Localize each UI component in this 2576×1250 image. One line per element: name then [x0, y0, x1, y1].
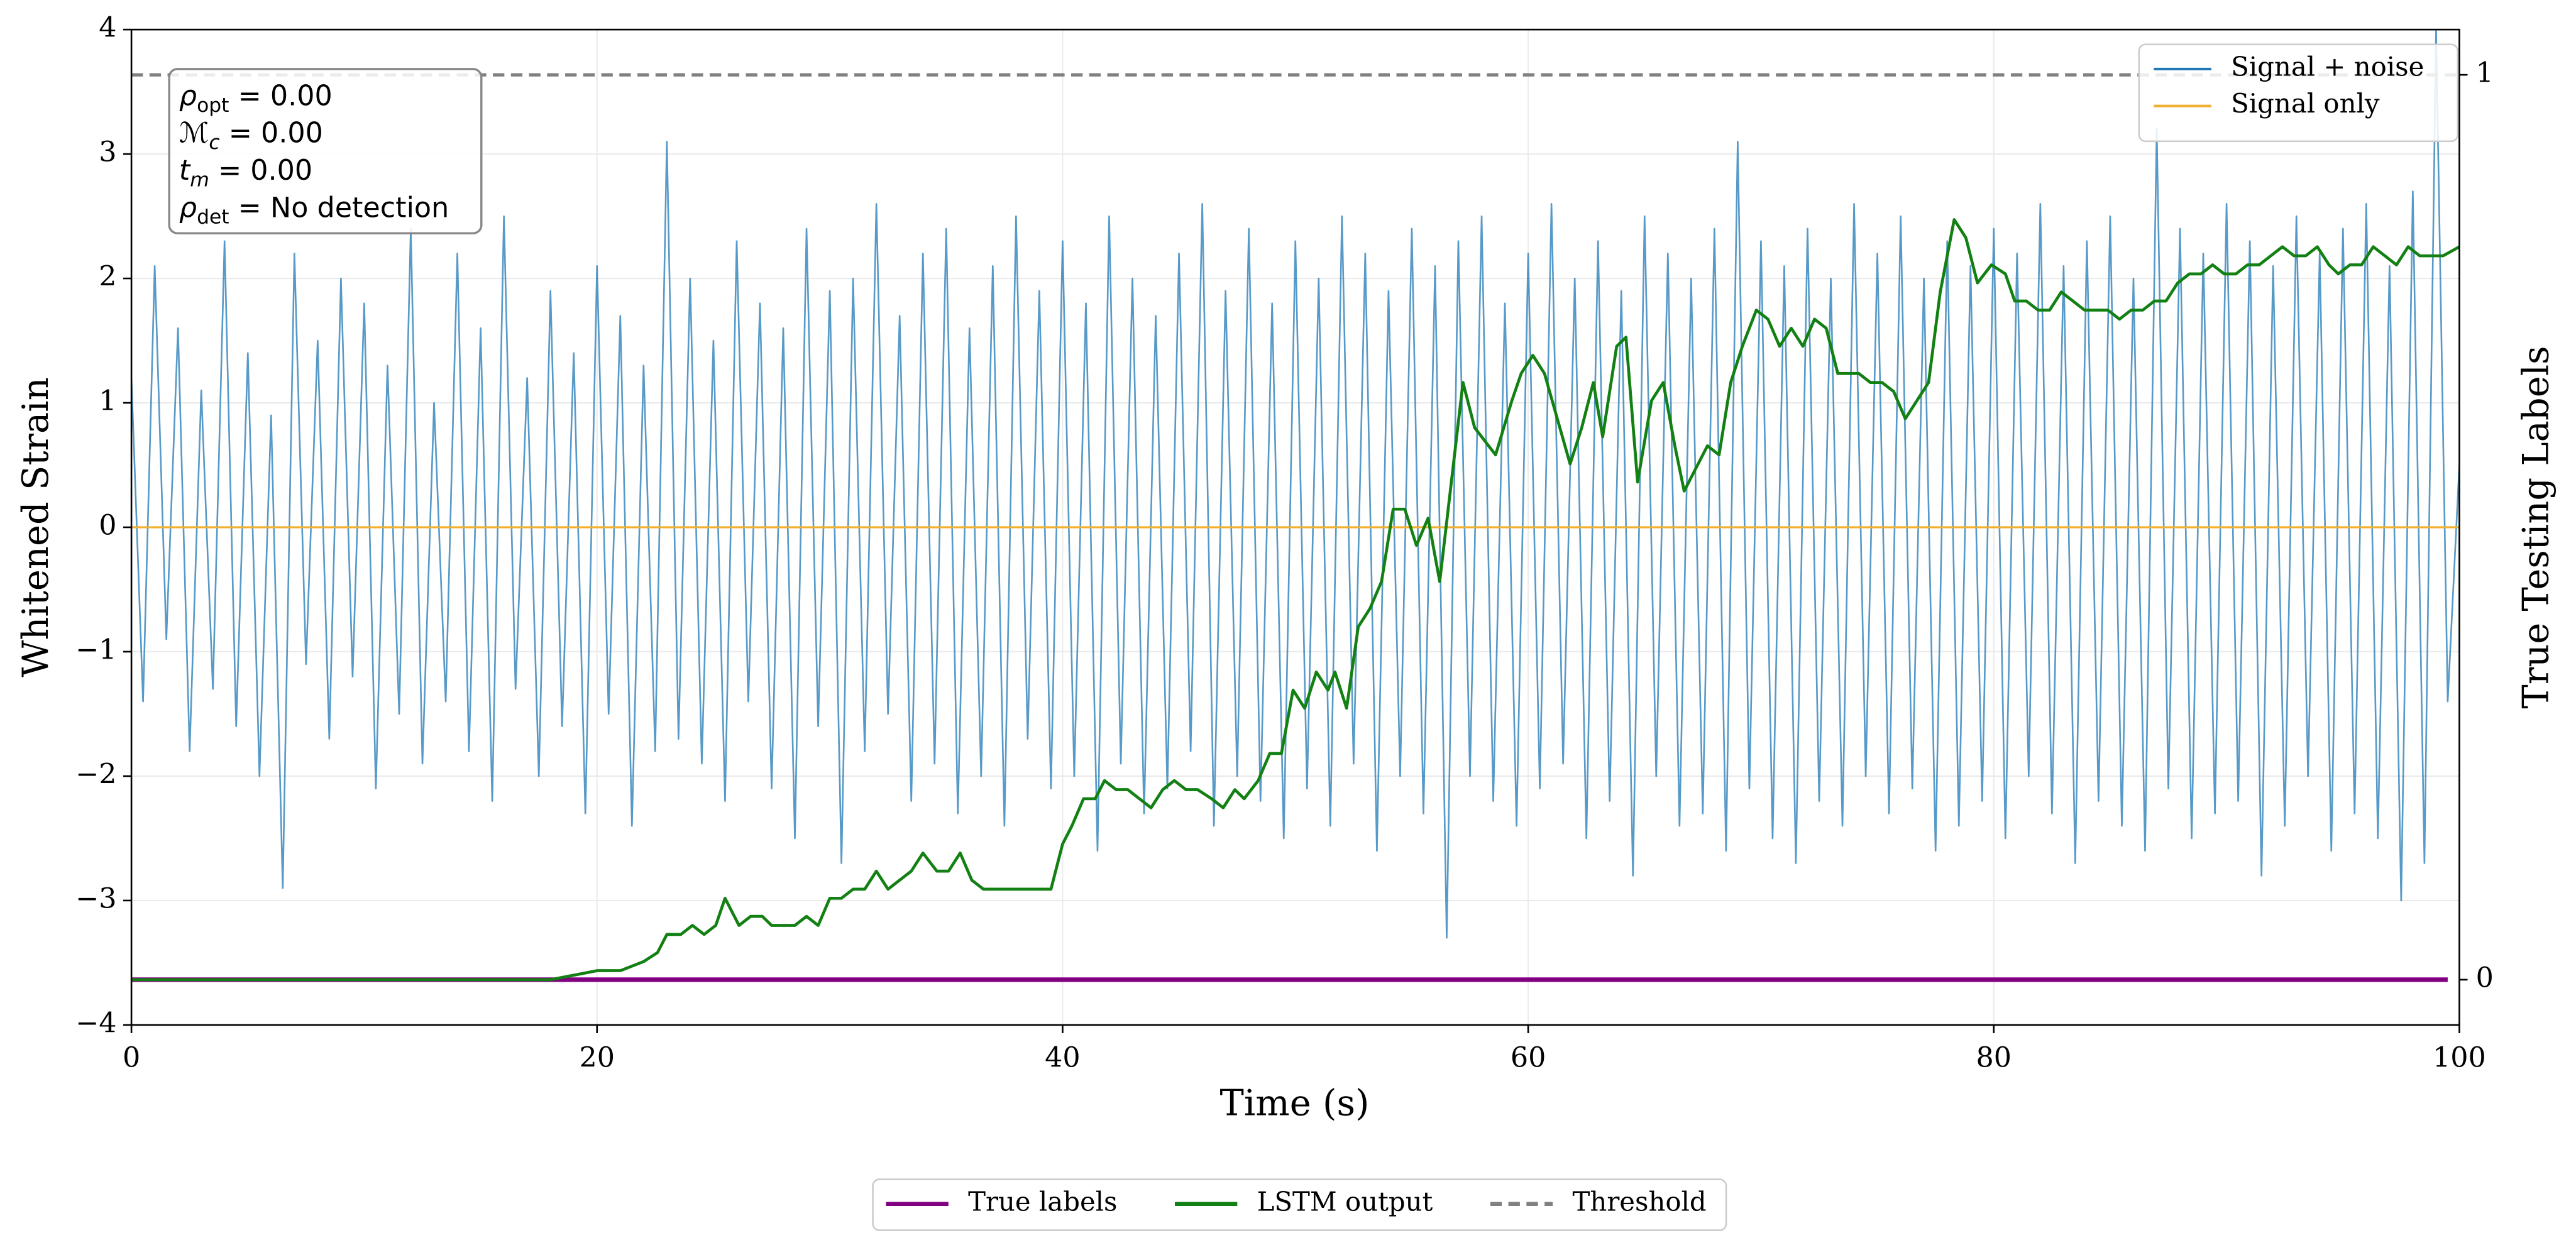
y-tick-label: 4: [99, 12, 116, 44]
annotation-symbol: ℳ: [179, 118, 209, 150]
legend-label: Threshold: [1573, 1186, 1707, 1217]
annotation-text: = 0.00: [229, 80, 332, 112]
y-tick-label: −1: [75, 633, 116, 666]
legend-frame: [2138, 43, 2459, 143]
legend: True labels LSTM output Threshold: [872, 1178, 1727, 1231]
y-tick-label: 0: [99, 509, 116, 541]
legend-label: Signal + noise: [2231, 51, 2424, 82]
x-tick-label: 80: [1976, 1041, 2012, 1073]
annotation-line: ρopt = 0.00: [179, 80, 333, 116]
annotation-line: ℳc = 0.00: [179, 118, 323, 154]
annotation-sub: det: [197, 206, 229, 229]
annotation-frame: [168, 68, 483, 234]
annotation-symbol: ρ: [179, 192, 197, 224]
x-axis-label: Time (s): [1220, 1082, 1370, 1124]
y-tick-label: 3: [99, 136, 116, 168]
x-tick-label: 40: [1045, 1041, 1081, 1073]
annotation-line: tm = 0.00: [179, 155, 312, 191]
annotation-text: = 0.00: [209, 155, 312, 187]
x-tick-label: 20: [579, 1041, 615, 1073]
annotation-sub: opt: [197, 94, 229, 117]
annotation-text: = No detection: [229, 192, 449, 224]
series-line: [131, 30, 2460, 939]
y-axis-label: Whitened Strain: [14, 377, 57, 677]
annotation-sub: c: [209, 131, 219, 154]
y2-tick-label: 0: [2476, 962, 2494, 994]
plot-frame: [130, 28, 2460, 1026]
x-tick-label: 0: [123, 1041, 140, 1073]
y-tick-label: −2: [75, 758, 116, 790]
x-tick-label: 60: [1511, 1041, 1546, 1073]
y-tick-label: 1: [99, 385, 116, 417]
annotation-symbol: t: [179, 155, 191, 187]
legend-label: LSTM output: [1257, 1186, 1433, 1217]
annotation-line: ρdet = No detection: [179, 192, 449, 228]
y-tick-label: −4: [75, 1007, 116, 1039]
legend-label: Signal only: [2231, 88, 2380, 119]
legend: Signal + noise Signal only: [2138, 43, 2459, 143]
annotation-text: = 0.00: [220, 118, 323, 150]
y-tick-label: −3: [75, 882, 116, 914]
legend-frame: [872, 1178, 1727, 1231]
legend-label: True labels: [968, 1186, 1117, 1217]
x-tick-label: 100: [2433, 1041, 2486, 1073]
annotation-sub: m: [190, 168, 209, 191]
y2-tick-label: 1: [2476, 57, 2494, 89]
series-line: [131, 218, 2460, 982]
annotation-symbol: ρ: [179, 80, 197, 112]
y2-axis-label: True Testing Labels: [2515, 346, 2557, 708]
y-tick-label: 2: [99, 261, 116, 293]
